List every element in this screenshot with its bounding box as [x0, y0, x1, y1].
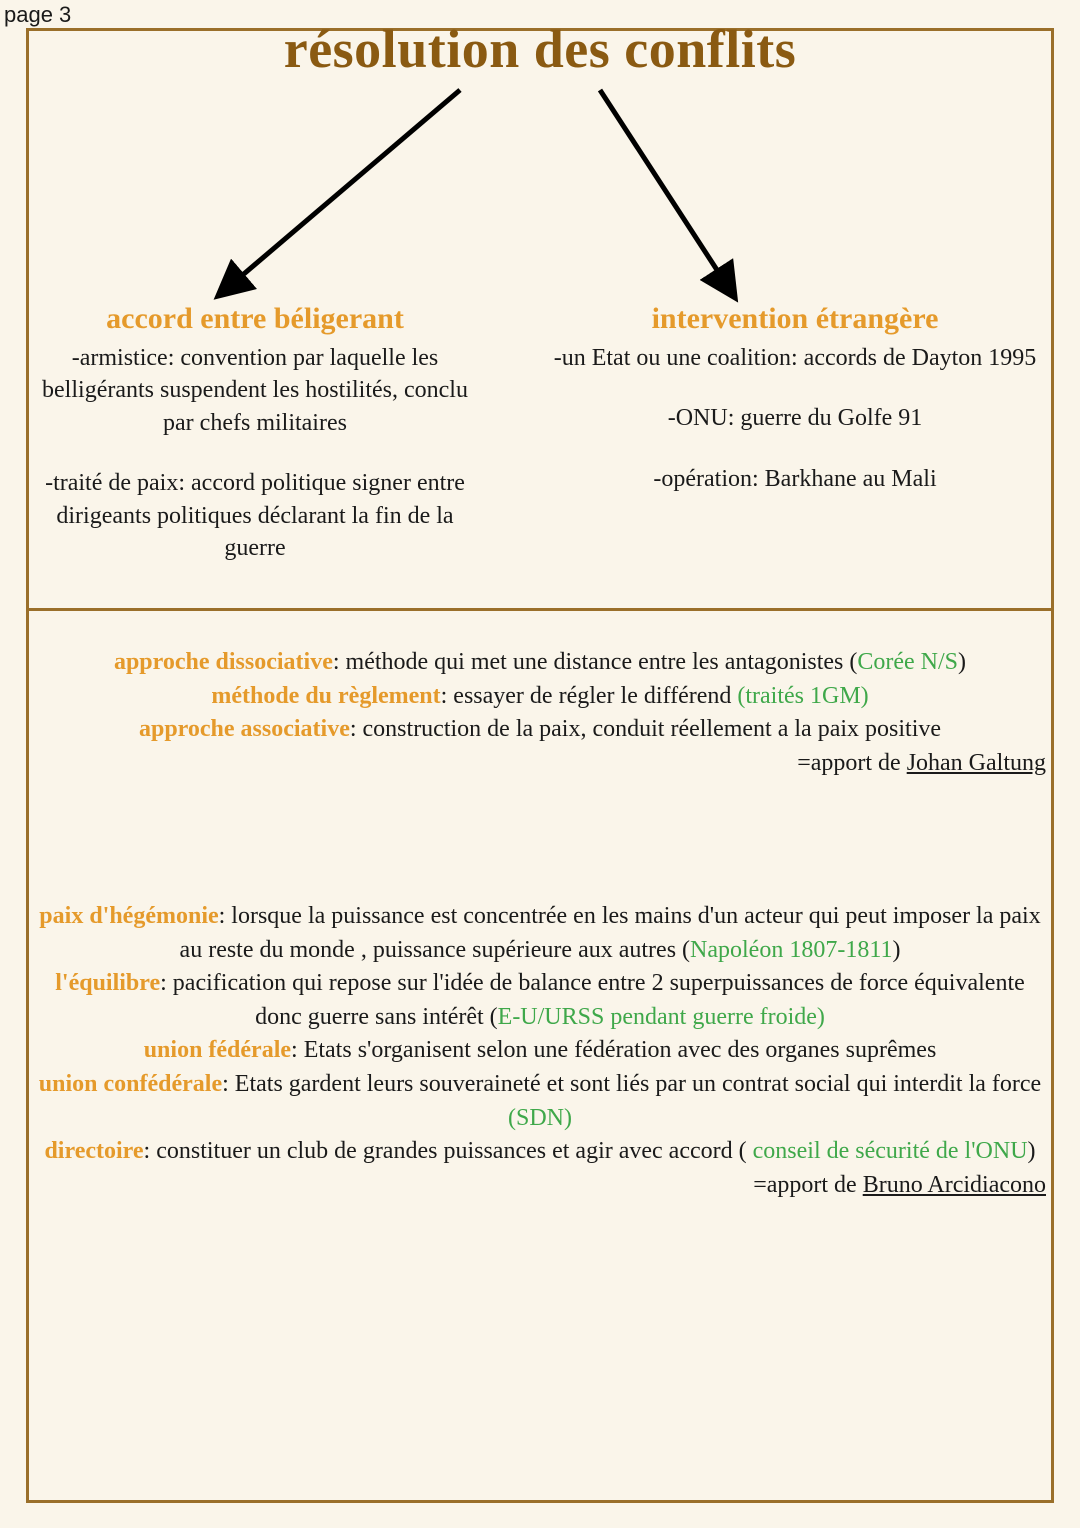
- right-p1: -un Etat ou une coalition: accords de Da…: [540, 342, 1050, 374]
- definition-row: union fédérale: Etats s'organisent selon…: [30, 1034, 1050, 1068]
- definition-text: : méthode qui met une distance entre les…: [333, 649, 858, 675]
- block-arcidiacono: paix d'hégémonie: lorsque la puissance e…: [30, 900, 1050, 1202]
- definition-row: approche dissociative: méthode qui met u…: [30, 646, 1050, 680]
- left-column-title: accord entre béligerant: [40, 302, 470, 336]
- left-p2: -traité de paix: accord politique signer…: [40, 467, 470, 564]
- attribution-prefix: =apport de: [797, 750, 907, 776]
- example-text: conseil de sécurité de l'ONU: [753, 1138, 1028, 1164]
- definition-text: : essayer de régler le différend: [441, 683, 738, 709]
- term: l'équilibre: [55, 970, 160, 996]
- definition-text-suffix: ): [958, 649, 966, 675]
- right-column: intervention étrangère -un Etat ou une c…: [540, 302, 1050, 495]
- definition-text: : Etats gardent leurs souveraineté et so…: [222, 1071, 1041, 1097]
- right-p2: -ONU: guerre du Golfe 91: [540, 402, 1050, 434]
- arrow-right: [600, 90, 730, 290]
- term: méthode du règlement: [211, 683, 440, 709]
- example-text: Napoléon 1807-1811: [690, 937, 892, 963]
- definition-row: l'équilibre: pacification qui repose sur…: [30, 967, 1050, 1034]
- definition-text-suffix: ): [1028, 1138, 1036, 1164]
- right-column-title: intervention étrangère: [540, 302, 1050, 336]
- block-galtung: approche dissociative: méthode qui met u…: [30, 646, 1050, 780]
- attribution-name: Johan Galtung: [907, 750, 1046, 776]
- term: approche associative: [139, 716, 350, 742]
- arrows-svg: [0, 80, 1080, 310]
- term: directoire: [44, 1138, 143, 1164]
- attribution-name: Bruno Arcidiacono: [863, 1172, 1046, 1198]
- definition-row: approche associative: construction de la…: [30, 713, 1050, 747]
- definition-text: : construction de la paix, conduit réell…: [350, 716, 941, 742]
- definition-row: directoire: constituer un club de grande…: [30, 1135, 1050, 1169]
- example-text: E-U/URSS pendant guerre froide): [498, 1004, 825, 1030]
- attribution-prefix: =apport de: [753, 1172, 863, 1198]
- definition-row: paix d'hégémonie: lorsque la puissance e…: [30, 900, 1050, 967]
- right-column-body: -un Etat ou une coalition: accords de Da…: [540, 342, 1050, 495]
- attribution: =apport de Johan Galtung: [30, 747, 1050, 781]
- example-text: (traités 1GM): [737, 683, 868, 709]
- attribution: =apport de Bruno Arcidiacono: [30, 1169, 1050, 1203]
- right-p3: -opération: Barkhane au Mali: [540, 463, 1050, 495]
- term: union confédérale: [39, 1071, 222, 1097]
- arrow-left: [225, 90, 460, 290]
- definition-text: : constituer un club de grandes puissanc…: [144, 1138, 753, 1164]
- definition-row: union confédérale: Etats gardent leurs s…: [30, 1068, 1050, 1135]
- definition-text: : lorsque la puissance est concentrée en…: [180, 903, 1041, 963]
- left-column-body: -armistice: convention par laquelle les …: [40, 342, 470, 564]
- left-column: accord entre béligerant -armistice: conv…: [40, 302, 470, 564]
- left-p1: -armistice: convention par laquelle les …: [40, 342, 470, 439]
- term: approche dissociative: [114, 649, 333, 675]
- term: paix d'hégémonie: [39, 903, 218, 929]
- main-title: résolution des conflits: [0, 18, 1080, 80]
- example-text: Corée N/S: [857, 649, 958, 675]
- example-text: (SDN): [508, 1105, 572, 1131]
- definition-text-suffix: ): [892, 937, 900, 963]
- definition-row: méthode du règlement: essayer de régler …: [30, 680, 1050, 714]
- term: union fédérale: [144, 1037, 291, 1063]
- definition-text: : Etats s'organisent selon une fédératio…: [291, 1037, 936, 1063]
